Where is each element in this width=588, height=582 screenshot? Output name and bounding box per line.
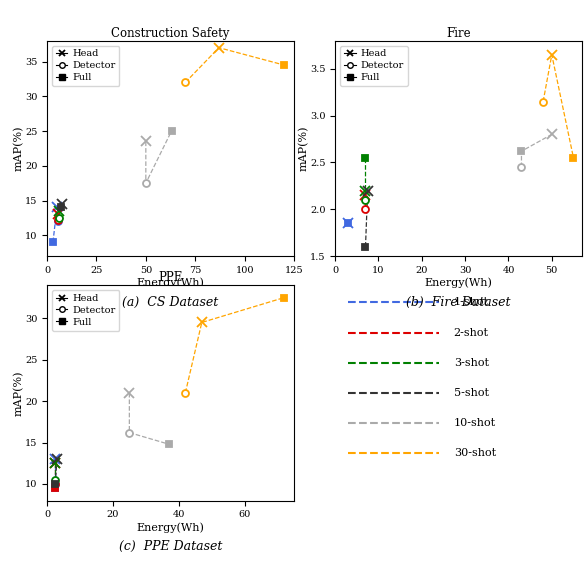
Y-axis label: mAP(%): mAP(%) xyxy=(14,126,24,171)
Text: 5-shot: 5-shot xyxy=(454,388,489,398)
Text: 1-shot: 1-shot xyxy=(454,297,489,307)
Legend: Head, Detector, Full: Head, Detector, Full xyxy=(52,45,119,86)
Text: (c)  PPE Dataset: (c) PPE Dataset xyxy=(119,540,222,553)
Text: 2-shot: 2-shot xyxy=(454,328,489,338)
X-axis label: Energy(Wh): Energy(Wh) xyxy=(136,278,205,288)
Y-axis label: mAP(%): mAP(%) xyxy=(14,370,24,416)
X-axis label: Energy(Wh): Energy(Wh) xyxy=(136,522,205,533)
Y-axis label: mAP(%): mAP(%) xyxy=(298,126,309,171)
Text: 10-shot: 10-shot xyxy=(454,418,496,428)
Text: 30-shot: 30-shot xyxy=(454,448,496,458)
Text: (a)  CS Dataset: (a) CS Dataset xyxy=(122,296,219,308)
Title: Fire: Fire xyxy=(446,27,471,40)
Text: (b)  Fire Dataset: (b) Fire Dataset xyxy=(406,296,511,308)
Title: Construction Safety: Construction Safety xyxy=(111,27,230,40)
X-axis label: Energy(Wh): Energy(Wh) xyxy=(425,278,493,288)
Legend: Head, Detector, Full: Head, Detector, Full xyxy=(340,45,407,86)
Text: 3-shot: 3-shot xyxy=(454,358,489,368)
Title: PPE: PPE xyxy=(158,271,183,284)
Legend: Head, Detector, Full: Head, Detector, Full xyxy=(52,290,119,331)
